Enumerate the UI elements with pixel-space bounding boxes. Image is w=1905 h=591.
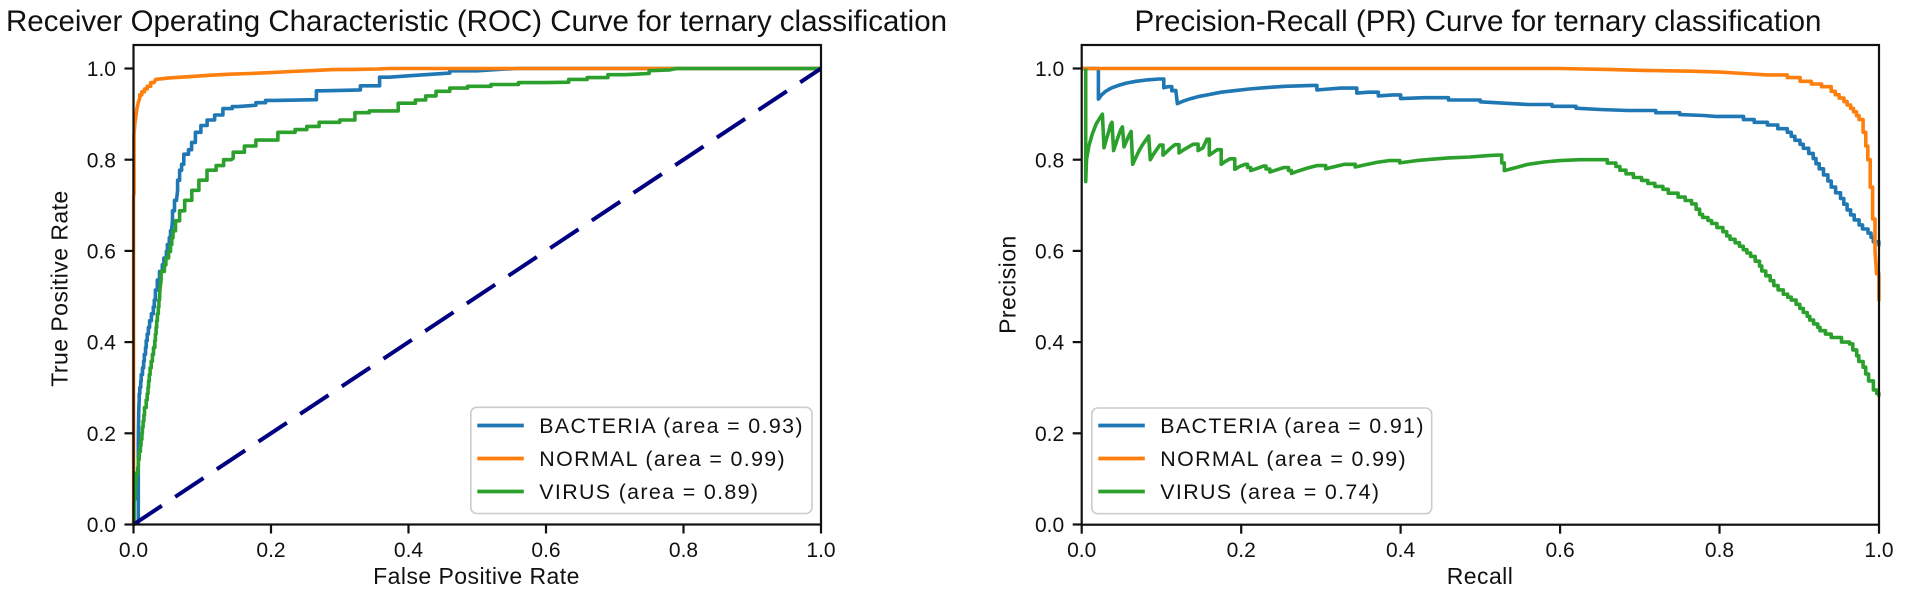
svg-text:0.8: 0.8	[87, 149, 116, 172]
svg-text:0.4: 0.4	[1035, 332, 1065, 355]
svg-text:0.2: 0.2	[87, 423, 116, 446]
svg-text:0.6: 0.6	[1035, 241, 1064, 264]
svg-text:1.0: 1.0	[87, 58, 116, 81]
svg-text:NORMAL (area = 0.99): NORMAL (area = 0.99)	[1160, 447, 1407, 471]
svg-text:0.6: 0.6	[1545, 539, 1574, 562]
svg-text:False Positive Rate: False Positive Rate	[373, 563, 580, 589]
svg-text:0.8: 0.8	[1705, 539, 1734, 562]
svg-text:0.0: 0.0	[1067, 539, 1096, 562]
svg-text:1.0: 1.0	[806, 539, 835, 562]
svg-text:0.2: 0.2	[1035, 423, 1064, 446]
svg-text:BACTERIA (area = 0.91): BACTERIA (area = 0.91)	[1160, 414, 1425, 438]
svg-text:0.0: 0.0	[87, 514, 116, 537]
svg-text:0.4: 0.4	[394, 539, 424, 562]
svg-text:VIRUS (area = 0.89): VIRUS (area = 0.89)	[539, 480, 759, 504]
svg-text:Recall: Recall	[1447, 563, 1514, 589]
svg-text:Receiver Operating Characteris: Receiver Operating Characteristic (ROC) …	[6, 5, 947, 38]
svg-text:Precision-Recall (PR) Curve fo: Precision-Recall (PR) Curve for ternary …	[1135, 5, 1822, 38]
svg-text:0.2: 0.2	[1227, 539, 1256, 562]
svg-text:BACTERIA (area = 0.93): BACTERIA (area = 0.93)	[539, 414, 804, 438]
svg-text:0.4: 0.4	[1386, 539, 1416, 562]
svg-text:True Positive Rate: True Positive Rate	[47, 190, 73, 386]
svg-text:0.4: 0.4	[87, 332, 117, 355]
svg-text:0.2: 0.2	[256, 539, 285, 562]
svg-text:VIRUS (area = 0.74): VIRUS (area = 0.74)	[1160, 480, 1380, 504]
svg-text:NORMAL (area = 0.99): NORMAL (area = 0.99)	[539, 447, 786, 471]
svg-text:1.0: 1.0	[1864, 539, 1893, 562]
svg-text:1.0: 1.0	[1035, 58, 1064, 81]
svg-text:0.0: 0.0	[119, 539, 148, 562]
svg-text:0.6: 0.6	[531, 539, 560, 562]
svg-text:0.0: 0.0	[1035, 514, 1064, 537]
svg-text:0.6: 0.6	[87, 241, 116, 264]
svg-text:Precision: Precision	[995, 235, 1021, 334]
svg-text:0.8: 0.8	[669, 539, 698, 562]
svg-text:0.8: 0.8	[1035, 149, 1064, 172]
